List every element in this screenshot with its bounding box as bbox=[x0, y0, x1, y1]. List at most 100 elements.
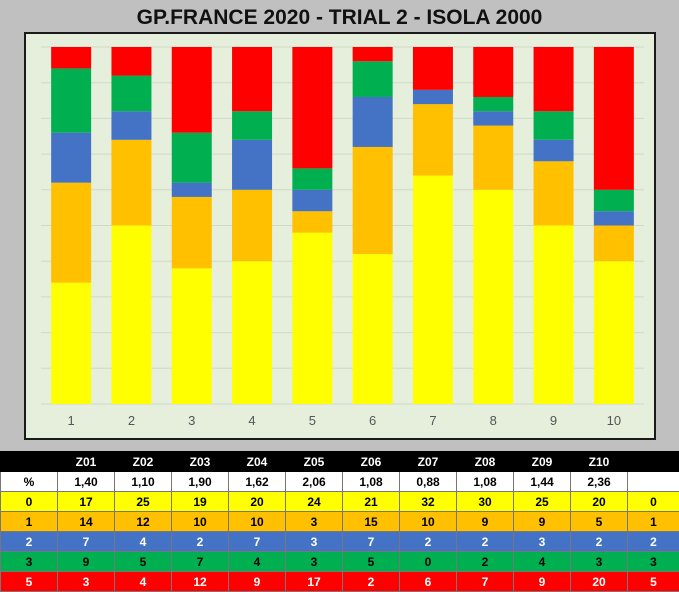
table-cell: 19 bbox=[172, 492, 229, 512]
chart-title: GP.FRANCE 2020 - TRIAL 2 - ISOLA 2000 bbox=[0, 4, 679, 32]
bar-segment-zone-2-col-7 bbox=[413, 90, 453, 104]
bar-segment-zone-2-col-5 bbox=[292, 190, 332, 211]
bar-segment-zone-5-col-5 bbox=[292, 47, 332, 168]
table-cell: 3 bbox=[571, 552, 628, 572]
table-cell: 21 bbox=[343, 492, 400, 512]
bar-segment-zone-2-col-2 bbox=[111, 111, 151, 140]
table-cell: 2 bbox=[457, 552, 514, 572]
table-cell: 20 bbox=[571, 492, 628, 512]
table-cell: 2 bbox=[457, 532, 514, 552]
table-cell: 1,08 bbox=[343, 472, 400, 492]
row-label: 0 bbox=[1, 492, 58, 512]
x-tick-label: 2 bbox=[128, 413, 135, 428]
table-cell: 1,08 bbox=[457, 472, 514, 492]
header-cell: Z09 bbox=[514, 452, 571, 472]
header-cell: Z03 bbox=[172, 452, 229, 472]
table-cell: 2 bbox=[571, 532, 628, 552]
table-cell: 3 bbox=[286, 512, 343, 532]
table-cell: 7 bbox=[58, 532, 115, 552]
table-cell: 25 bbox=[514, 492, 571, 512]
x-tick-label: 6 bbox=[369, 413, 376, 428]
bar-segment-zone-5-col-6 bbox=[353, 47, 393, 61]
table-cell: 7 bbox=[343, 532, 400, 552]
table-cell: 5 bbox=[571, 512, 628, 532]
table-cell: 9 bbox=[514, 512, 571, 532]
row-end-label: 0 bbox=[628, 492, 679, 512]
table-cell: 20 bbox=[229, 492, 286, 512]
bar-segment-zone-5-col-9 bbox=[534, 47, 574, 111]
row-end-label: 2 bbox=[628, 532, 679, 552]
bar-segment-zone-3-col-9 bbox=[534, 111, 574, 140]
table-cell: 3 bbox=[286, 552, 343, 572]
table-cell: 10 bbox=[400, 512, 457, 532]
bar-segment-zone-3-col-8 bbox=[473, 97, 513, 111]
bar-segment-zone-1-col-1 bbox=[51, 183, 91, 283]
bar-segment-zone-0-col-3 bbox=[172, 268, 212, 404]
x-tick-label: 7 bbox=[429, 413, 436, 428]
table-cell: 1,62 bbox=[229, 472, 286, 492]
table-cell: 0,88 bbox=[400, 472, 457, 492]
x-tick-label: 8 bbox=[490, 413, 497, 428]
row-label: 1 bbox=[1, 512, 58, 532]
x-tick-label: 4 bbox=[248, 413, 255, 428]
bar-segment-zone-5-col-3 bbox=[172, 47, 212, 133]
table-cell: 32 bbox=[400, 492, 457, 512]
bar-segment-zone-5-col-4 bbox=[232, 47, 272, 111]
bar-segment-zone-1-col-9 bbox=[534, 161, 574, 225]
bar-segment-zone-3-col-6 bbox=[353, 61, 393, 97]
x-tick-label: 3 bbox=[188, 413, 195, 428]
header-cell: Z02 bbox=[115, 452, 172, 472]
table-cell: 4 bbox=[115, 532, 172, 552]
bar-segment-zone-5-col-10 bbox=[594, 47, 634, 190]
table-cell: 3 bbox=[514, 532, 571, 552]
bar-segment-zone-0-col-1 bbox=[51, 283, 91, 404]
table-cell: 24 bbox=[286, 492, 343, 512]
x-tick-label: 9 bbox=[550, 413, 557, 428]
header-cell: Z10 bbox=[571, 452, 628, 472]
table-cell: 1,40 bbox=[58, 472, 115, 492]
header-cell bbox=[628, 452, 679, 472]
header-cell: Z06 bbox=[343, 452, 400, 472]
bar-segment-zone-1-col-5 bbox=[292, 211, 332, 232]
bar-segment-zone-1-col-3 bbox=[172, 197, 212, 268]
table-cell: 7 bbox=[172, 552, 229, 572]
header-cell: Z04 bbox=[229, 452, 286, 472]
bar-segment-zone-1-col-4 bbox=[232, 190, 272, 261]
bar-segment-zone-2-col-8 bbox=[473, 111, 513, 125]
bar-segment-zone-3-col-5 bbox=[292, 168, 332, 189]
bar-segment-zone-3-col-3 bbox=[172, 133, 212, 183]
bar-segment-zone-1-col-8 bbox=[473, 126, 513, 190]
table-cell: 2 bbox=[400, 532, 457, 552]
table-cell: 30 bbox=[457, 492, 514, 512]
bar-segment-zone-3-col-10 bbox=[594, 190, 634, 211]
table-cell: 25 bbox=[115, 492, 172, 512]
row-end-label: 3 bbox=[628, 552, 679, 572]
x-tick-label: 5 bbox=[309, 413, 316, 428]
table-cell: 2,06 bbox=[286, 472, 343, 492]
bar-segment-zone-0-col-7 bbox=[413, 176, 453, 404]
bar-segment-zone-1-col-6 bbox=[353, 147, 393, 254]
bar-segment-zone-3-col-4 bbox=[232, 111, 272, 140]
table-cell: 12 bbox=[115, 512, 172, 532]
bar-segment-zone-1-col-10 bbox=[594, 226, 634, 262]
header-cell: Z07 bbox=[400, 452, 457, 472]
bar-segment-zone-2-col-10 bbox=[594, 211, 634, 225]
bar-segment-zone-0-col-8 bbox=[473, 190, 513, 404]
bar-segment-zone-5-col-8 bbox=[473, 47, 513, 97]
table-cell: 9 bbox=[457, 512, 514, 532]
bar-segment-zone-2-col-1 bbox=[51, 133, 91, 183]
bar-segment-zone-0-col-5 bbox=[292, 233, 332, 404]
row-label: 2 bbox=[1, 532, 58, 552]
table-cell: 7 bbox=[229, 532, 286, 552]
bar-segment-zone-0-col-4 bbox=[232, 261, 272, 404]
bar-segment-zone-1-col-7 bbox=[413, 104, 453, 175]
table-cell: 2,36 bbox=[571, 472, 628, 492]
